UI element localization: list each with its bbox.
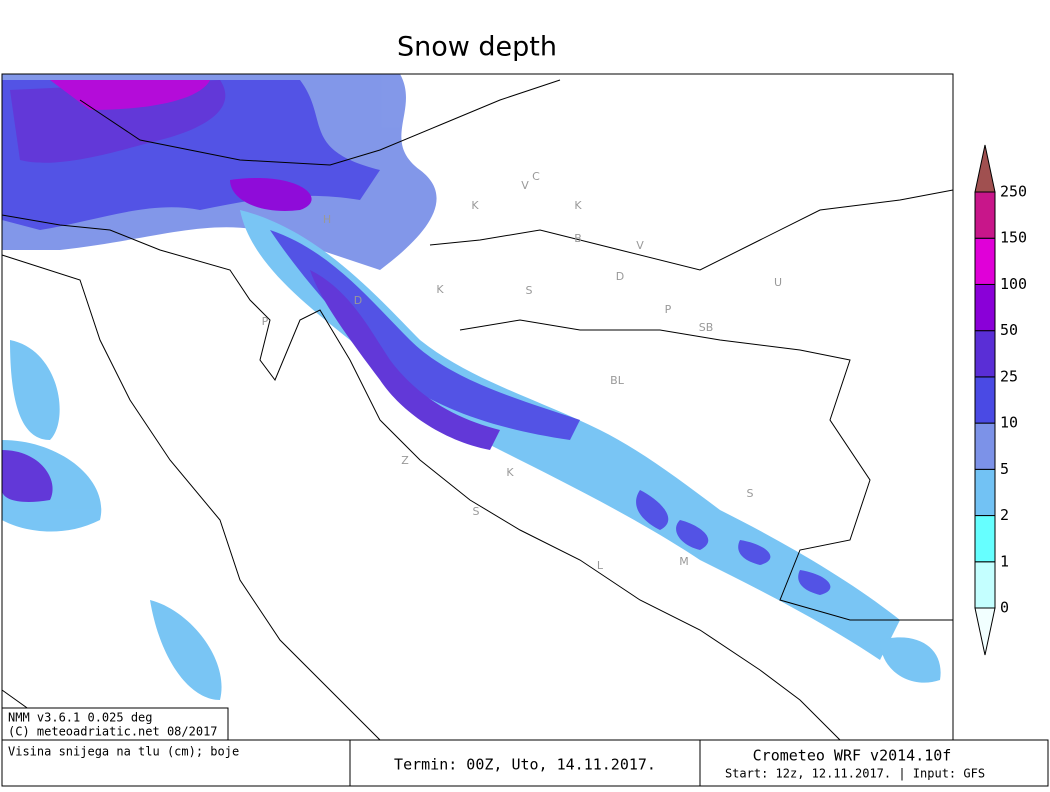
colorbar-box: [974, 561, 996, 609]
coastlines-borders: [1, 79, 954, 741]
colorbar-box: [974, 330, 996, 378]
place-label: H: [323, 213, 331, 226]
model-info: NMM v3.6.1 0.025 deg: [8, 711, 153, 725]
place-label: S: [526, 284, 533, 297]
place-label: K: [471, 199, 479, 212]
map-title: Snow depth: [397, 32, 557, 63]
colorbar-label: 5: [1000, 460, 1009, 478]
place-label: Z: [401, 454, 409, 467]
place-label: P: [262, 315, 269, 328]
place-label: P: [665, 303, 672, 316]
place-label: BL: [610, 374, 625, 387]
colorbar-label: 0: [1000, 599, 1009, 617]
colorbar-box: [974, 376, 996, 424]
run-start: Start: 12z, 12.11.2017. | Input: GFS: [725, 767, 985, 781]
term: Termin: 00Z, Uto, 14.11.2017.: [394, 756, 656, 774]
colorbar-over: [974, 144, 996, 193]
colorbar-label: 25: [1000, 367, 1018, 385]
brand: Crometeo WRF v2014.10f: [753, 747, 952, 765]
colorbar-box: [974, 515, 996, 563]
place-label: B: [574, 232, 582, 245]
place-label: U: [774, 276, 782, 289]
place-label: S: [473, 505, 480, 518]
colorbar-box: [974, 468, 996, 517]
colorbar-label: 10: [1000, 414, 1018, 432]
description: Visina snijega na tlu (cm); boje: [8, 745, 239, 759]
copyright: (C) meteoadriatic.net 08/2017: [8, 725, 218, 739]
place-label: K: [506, 466, 514, 479]
footer-frame: [1, 739, 1049, 787]
footer: NMM v3.6.1 0.025 deg (C) meteoadriatic.n…: [1, 707, 1049, 787]
place-label: D: [616, 270, 624, 283]
place-label: K: [436, 283, 444, 296]
place-label: L: [597, 559, 604, 572]
place-label: V: [636, 239, 644, 252]
colorbar-label: 1: [1000, 552, 1009, 570]
colorbar-box: [974, 237, 996, 285]
colorbar-label: 250: [1000, 183, 1027, 201]
colorbar-box: [974, 283, 996, 332]
info-box: [1, 707, 229, 741]
place-label: D: [354, 294, 362, 307]
place-label: S: [747, 487, 754, 500]
colorbar-box: [974, 422, 996, 470]
colorbar-under: [974, 607, 996, 656]
place-label: C: [532, 170, 540, 183]
colorbar-label: 150: [1000, 229, 1027, 247]
colorbar-label: 50: [1000, 321, 1018, 339]
colorbar-label: 100: [1000, 275, 1027, 293]
colorbar-label: 2: [1000, 506, 1009, 524]
colorbar-box: [974, 191, 996, 239]
place-label: V: [521, 179, 529, 192]
place-label: SB: [699, 321, 714, 334]
place-label: K: [574, 199, 582, 212]
place-label: M: [679, 555, 689, 568]
snow-field: [2, 74, 941, 700]
